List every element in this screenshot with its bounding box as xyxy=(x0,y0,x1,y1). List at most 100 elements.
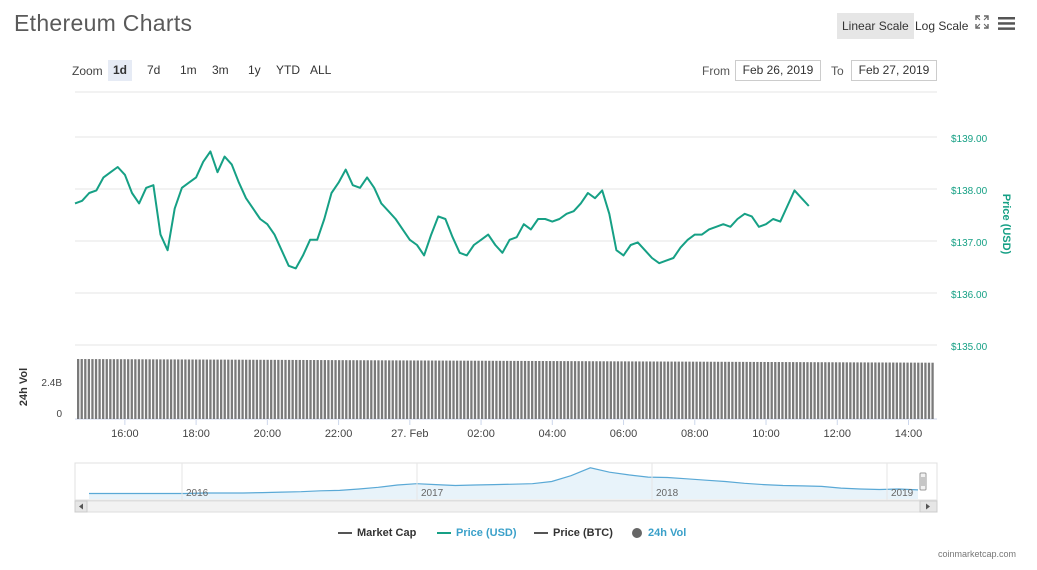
volume-bar xyxy=(902,362,906,419)
volume-bar xyxy=(220,359,223,419)
legend-swatch xyxy=(437,532,451,534)
volume-bar xyxy=(770,362,773,419)
volume-tick-label: 0 xyxy=(56,409,62,420)
volume-bar xyxy=(709,361,713,419)
legend-market-cap[interactable]: Market Cap xyxy=(338,527,416,539)
legend-24h-vol[interactable]: 24h Vol xyxy=(632,527,686,539)
volume-bar xyxy=(652,361,655,419)
volume-bar xyxy=(531,360,534,419)
volume-bar xyxy=(527,360,530,419)
hamburger-menu-icon[interactable] xyxy=(998,17,1015,35)
volume-bar xyxy=(620,361,623,419)
volume-bar xyxy=(516,360,520,419)
page-title: Ethereum Charts xyxy=(14,10,193,36)
volume-bar xyxy=(123,359,126,419)
time-tick-label: 18:00 xyxy=(182,428,210,440)
zoom-all-button[interactable]: ALL xyxy=(310,63,332,77)
to-date-input[interactable]: Feb 27, 2019 xyxy=(851,60,937,81)
volume-bar xyxy=(141,359,144,419)
volume-bar xyxy=(774,362,777,419)
navigator-handle[interactable] xyxy=(919,472,927,491)
fullscreen-icon[interactable] xyxy=(975,15,989,34)
volume-bar xyxy=(927,362,931,419)
volume-bar xyxy=(734,361,738,419)
volume-bar xyxy=(591,361,595,419)
volume-bar xyxy=(298,359,301,419)
volume-bar xyxy=(899,362,902,419)
price-chart[interactable]: $139.00 $138.00 $137.00 $136.00 $135.00 16:0… xyxy=(0,0,1037,520)
volume-bar xyxy=(906,362,909,419)
volume-bar xyxy=(573,361,577,419)
volume-bar xyxy=(420,360,423,419)
chevron-left-icon xyxy=(79,503,83,510)
legend-price-usd[interactable]: Price (USD) xyxy=(437,527,517,539)
zoom-1y-button[interactable]: 1y xyxy=(248,63,261,77)
legend-price-btc-label: Price (BTC) xyxy=(553,527,613,539)
volume-bar xyxy=(649,361,652,419)
time-tick-label: 14:00 xyxy=(895,428,923,440)
volume-bar xyxy=(741,361,745,419)
credit-link[interactable]: coinmarketcap.com xyxy=(937,549,1016,559)
zoom-1m-button[interactable]: 1m xyxy=(180,63,197,77)
volume-bar xyxy=(266,359,269,419)
zoom-7d-button[interactable]: 7d xyxy=(147,63,161,77)
volume-bar xyxy=(813,362,816,419)
time-axis-labels: 16:00 18:00 20:00 22:00 27. Feb 02:00 04:00 06:… xyxy=(111,420,922,440)
legend-swatch xyxy=(632,528,642,538)
volume-bar xyxy=(427,360,430,419)
time-tick-label: 02:00 xyxy=(467,428,495,440)
volume-bar xyxy=(809,362,813,419)
volume-bar xyxy=(627,361,630,419)
volume-bar xyxy=(227,359,230,419)
volume-bar xyxy=(659,361,663,419)
volume-bar xyxy=(645,361,648,419)
volume-bar xyxy=(895,362,898,419)
volume-bar xyxy=(920,362,923,419)
volume-bar xyxy=(559,361,562,419)
volume-bar xyxy=(749,361,752,419)
volume-bar xyxy=(513,360,516,419)
from-date-input[interactable]: Feb 26, 2019 xyxy=(735,60,821,81)
time-tick-label: 27. Feb xyxy=(391,428,428,440)
legend-swatch xyxy=(534,532,548,534)
volume-bar xyxy=(94,359,98,419)
volume-bar xyxy=(520,360,523,419)
volume-bar xyxy=(413,360,416,419)
volume-bar xyxy=(262,359,266,419)
legend-price-btc[interactable]: Price (BTC) xyxy=(534,527,613,539)
navigator-scrollbar[interactable] xyxy=(74,500,938,513)
volume-bar xyxy=(545,361,548,419)
volume-bar xyxy=(706,361,709,419)
volume-bar xyxy=(212,359,216,419)
volume-bar xyxy=(802,362,806,419)
time-tick-label: 04:00 xyxy=(539,428,567,440)
zoom-1d-button[interactable]: 1d xyxy=(108,60,133,81)
volume-bar xyxy=(716,361,720,419)
volume-bar xyxy=(613,361,616,419)
volume-bar xyxy=(316,360,319,419)
volume-bar xyxy=(359,360,362,419)
volume-bar xyxy=(931,362,934,419)
volume-bar xyxy=(766,362,770,419)
volume-bar xyxy=(327,360,330,419)
log-scale-button[interactable]: Log Scale xyxy=(915,19,969,33)
linear-scale-button[interactable]: Linear Scale xyxy=(837,13,914,39)
volume-bar xyxy=(144,359,148,419)
volume-bar xyxy=(173,359,176,419)
volume-bar xyxy=(91,359,94,419)
volume-bar xyxy=(781,362,784,419)
volume-bar xyxy=(884,362,888,419)
volume-bar xyxy=(727,361,730,419)
volume-bar xyxy=(677,361,680,419)
zoom-3m-button[interactable]: 3m xyxy=(212,63,229,77)
price-usd-line[interactable] xyxy=(74,150,810,270)
volume-bar xyxy=(745,361,748,419)
volume-bar xyxy=(395,360,398,419)
price-tick-label: $136.00 xyxy=(951,290,988,301)
volume-bar xyxy=(187,359,191,419)
volume-bar xyxy=(370,360,373,419)
volume-bar xyxy=(699,361,702,419)
volume-bar xyxy=(491,360,494,419)
zoom-ytd-button[interactable]: YTD xyxy=(276,63,300,77)
volume-bar xyxy=(194,359,198,419)
